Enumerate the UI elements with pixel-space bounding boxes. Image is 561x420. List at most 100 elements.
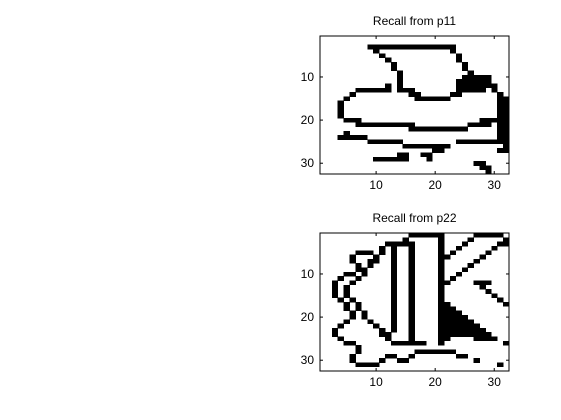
filled-pixel-run [331, 280, 339, 286]
filled-pixel-run [473, 258, 480, 264]
filled-pixel-run [485, 169, 492, 175]
filled-pixel-run [408, 263, 415, 268]
filled-pixel-run [438, 237, 445, 243]
filled-pixel-run [438, 340, 445, 346]
filled-pixel-run [432, 148, 445, 153]
filled-pixel-run [361, 310, 368, 316]
filled-pixel-run [379, 53, 386, 58]
filled-pixel-run [390, 258, 398, 264]
filled-pixel-run [367, 44, 457, 50]
filled-pixel-run [485, 289, 492, 294]
filled-pixel-run [497, 92, 504, 97]
filled-pixel-run [396, 152, 409, 158]
filled-pixel-run [373, 254, 380, 260]
plot-area [320, 36, 509, 174]
filled-pixel-run [438, 310, 463, 316]
filled-pixel-run [396, 358, 409, 363]
filled-pixel-run [408, 297, 415, 303]
filled-pixel-run [491, 293, 498, 299]
filled-pixel-run [461, 241, 469, 247]
filled-pixel-run [497, 109, 510, 115]
filled-pixel-run [337, 297, 345, 303]
filled-pixel-run [503, 143, 510, 149]
filled-pixel-run [390, 323, 398, 329]
filled-pixel-run [408, 280, 415, 286]
filled-pixel-run [355, 349, 362, 355]
filled-pixel-run [384, 353, 398, 359]
filled-pixel-run [438, 302, 451, 307]
filled-pixel-run [414, 349, 457, 355]
filled-pixel-run [420, 152, 433, 158]
filled-pixel-run [438, 297, 445, 303]
filled-pixel-run [402, 237, 409, 243]
filled-pixel-run [467, 70, 474, 76]
filled-pixel-run [408, 254, 415, 260]
filled-pixel-run [331, 332, 339, 337]
filled-pixel-run [503, 237, 510, 243]
filled-pixel-run [355, 276, 362, 281]
filled-pixel-run [455, 271, 463, 277]
filled-pixel-run [408, 284, 415, 290]
filled-pixel-run [408, 92, 421, 97]
filled-pixel-run [408, 258, 415, 264]
filled-pixel-run [449, 276, 457, 281]
filled-pixel-run [331, 284, 339, 290]
filled-pixel-run [355, 87, 392, 93]
filled-pixel-run [408, 310, 415, 316]
filled-pixel-run [503, 340, 510, 346]
filled-pixel-run [449, 250, 457, 255]
filled-pixel-run [390, 340, 427, 346]
filled-pixel-run [337, 135, 368, 140]
filled-pixel-run [384, 336, 392, 342]
filled-pixel-run [337, 109, 345, 115]
filled-pixel-run [467, 237, 474, 243]
filled-pixel-run [343, 340, 356, 346]
filled-pixel-run [343, 319, 350, 324]
filled-pixel-run [408, 233, 445, 238]
filled-pixel-run [491, 87, 498, 93]
filled-pixel-run [349, 92, 356, 97]
filled-pixel-run [390, 61, 398, 67]
filled-pixel-run [337, 276, 345, 281]
filled-pixel-run [390, 327, 398, 333]
filled-pixel-run [408, 289, 415, 294]
x-tick-label: 20 [428, 375, 442, 389]
filled-pixel-run [390, 245, 398, 251]
filled-pixel-run [390, 302, 398, 307]
y-tick-label: 20 [301, 113, 315, 127]
filled-pixel-run [331, 289, 339, 294]
filled-pixel-run [367, 263, 374, 268]
filled-pixel-run [408, 336, 415, 342]
filled-pixel-run [455, 87, 486, 93]
filled-pixel-run [408, 306, 415, 312]
filled-pixel-run [367, 319, 374, 324]
filled-pixel-run [379, 250, 386, 255]
filled-pixel-run [473, 161, 486, 166]
filled-pixel-run [497, 297, 504, 303]
filled-pixel-run [390, 280, 398, 286]
filled-pixel-run [438, 314, 469, 320]
filled-pixel-run [438, 263, 445, 268]
filled-pixel-run [455, 139, 510, 145]
filled-pixel-run [349, 258, 356, 264]
filled-pixel-run [408, 250, 415, 255]
x-tick-label: 20 [428, 178, 442, 192]
filled-pixel-run [449, 48, 457, 54]
filled-pixel-run [503, 302, 510, 307]
filled-pixel-run [497, 130, 510, 136]
filled-pixel-run [373, 156, 409, 162]
filled-pixel-run [390, 276, 398, 281]
filled-pixel-run [455, 83, 498, 89]
filled-pixel-run [438, 332, 492, 337]
filled-pixel-run [408, 276, 415, 281]
filled-pixel-run [408, 302, 415, 307]
x-tick-label: 10 [369, 375, 383, 389]
filled-pixel-run [331, 327, 339, 333]
filled-pixel-run [408, 271, 415, 277]
filled-pixel-run [438, 280, 451, 286]
filled-pixel-run [455, 79, 492, 84]
filled-pixel-run [408, 293, 415, 299]
filled-pixel-run [438, 323, 480, 329]
filled-pixel-run [373, 323, 380, 329]
filled-pixel-run [390, 319, 398, 324]
